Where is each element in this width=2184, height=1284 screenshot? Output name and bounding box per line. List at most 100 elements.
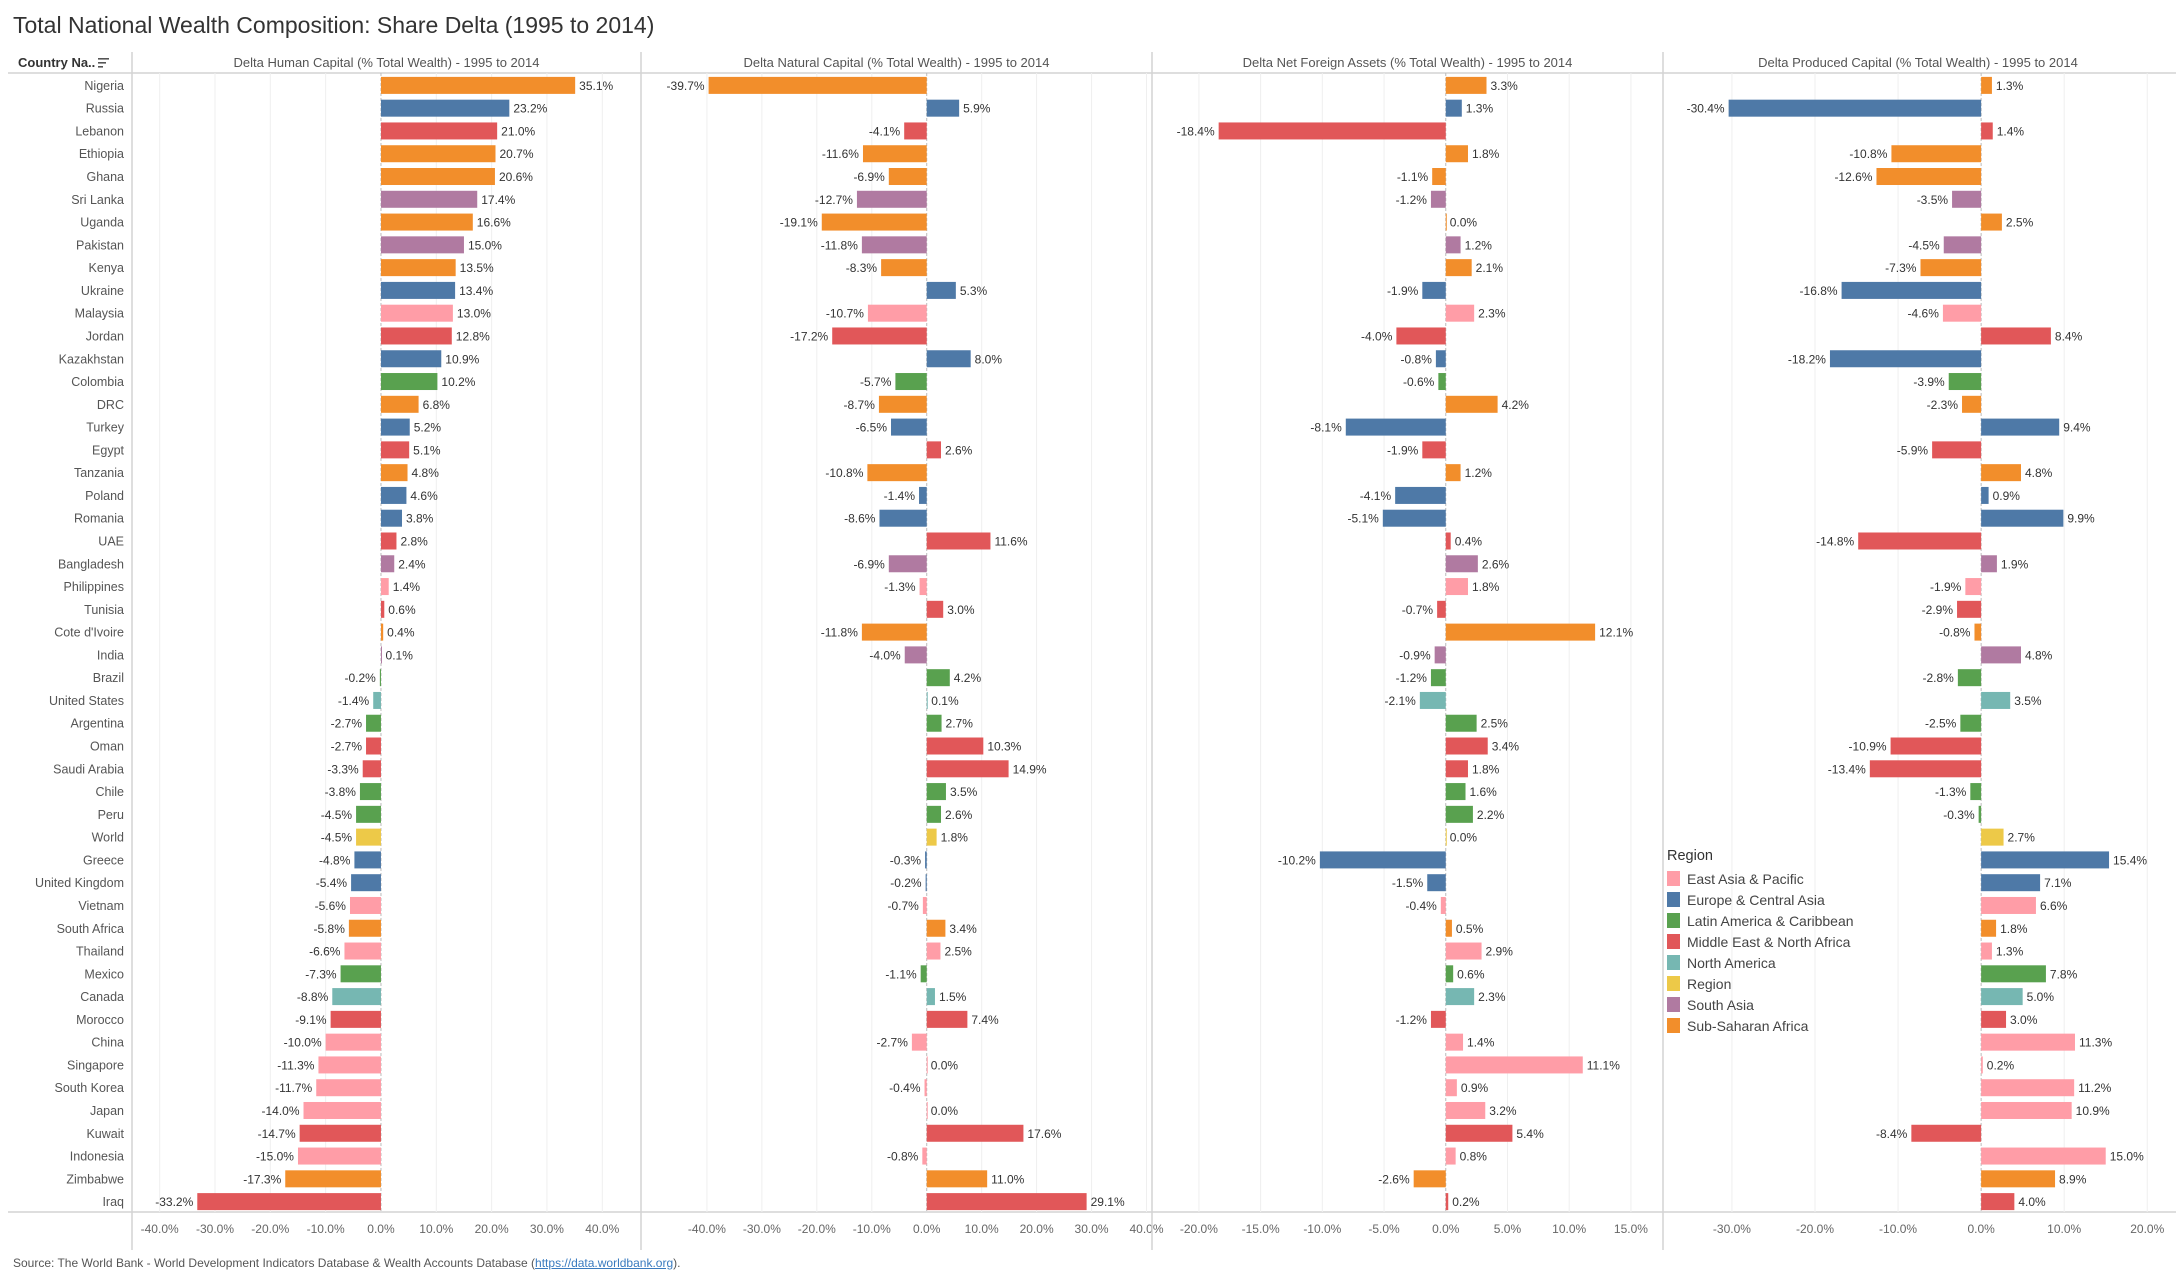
bar xyxy=(380,236,464,254)
data-label: 8.0% xyxy=(975,352,1003,366)
bar xyxy=(1981,919,1997,937)
bar xyxy=(1952,190,1982,208)
legend-title: Region xyxy=(1667,848,1713,864)
data-label: 4.2% xyxy=(954,671,982,685)
bar xyxy=(1981,1010,2007,1028)
bar xyxy=(1445,145,1468,163)
bar xyxy=(1445,988,1475,1006)
data-label: 4.2% xyxy=(1502,398,1530,412)
panel-header: Delta Natural Capital (% Total Wealth) -… xyxy=(744,55,1050,70)
bar xyxy=(379,669,381,687)
country-label: Morocco xyxy=(76,1013,124,1027)
data-label: -10.2% xyxy=(1278,853,1316,867)
bar xyxy=(380,509,402,527)
bar xyxy=(926,1124,1024,1142)
bar xyxy=(380,190,478,208)
bar xyxy=(1981,942,1992,960)
bar xyxy=(1981,122,1993,140)
country-label: Lebanon xyxy=(75,124,124,138)
data-label: 10.3% xyxy=(987,740,1021,754)
legend-label: East Asia & Pacific xyxy=(1687,870,1804,887)
data-label: 15.0% xyxy=(2110,1150,2144,1164)
data-label: 1.2% xyxy=(1465,238,1493,252)
bar xyxy=(919,578,927,596)
legend-item[interactable]: Europe & Central Asia xyxy=(1667,889,1854,910)
bar xyxy=(299,1124,381,1142)
bar xyxy=(904,646,927,664)
bar xyxy=(856,190,927,208)
country-label: Japan xyxy=(90,1104,124,1118)
data-label: -0.4% xyxy=(1405,899,1437,913)
data-label: 7.8% xyxy=(2050,967,2078,981)
bar xyxy=(380,327,452,345)
data-label: -0.3% xyxy=(890,853,922,867)
bar xyxy=(888,555,927,573)
bar xyxy=(926,714,942,732)
bar xyxy=(926,281,956,299)
legend-item[interactable]: North America xyxy=(1667,952,1854,973)
bar xyxy=(1445,828,1447,846)
data-label: -1.2% xyxy=(1396,1013,1428,1027)
country-label: DRC xyxy=(97,398,124,412)
panel-1: Delta Human Capital (% Total Wealth) - 1… xyxy=(131,52,620,1250)
data-label: -1.9% xyxy=(1930,580,1962,594)
data-label: 9.9% xyxy=(2067,512,2095,526)
data-label: 3.0% xyxy=(2010,1013,2038,1027)
bar xyxy=(1345,418,1446,436)
source-link[interactable]: https://data.worldbank.org xyxy=(535,1256,674,1270)
bar xyxy=(1960,714,1982,732)
bar xyxy=(1981,1193,2015,1211)
data-label: 1.3% xyxy=(1996,945,2024,959)
bar xyxy=(926,1170,988,1188)
legend-item[interactable]: East Asia & Pacific xyxy=(1667,868,1854,889)
legend-item[interactable]: South Asia xyxy=(1667,994,1854,1015)
legend-item[interactable]: Latin America & Caribbean xyxy=(1667,910,1854,931)
data-label: -0.8% xyxy=(1401,352,1433,366)
legend-item[interactable]: Region xyxy=(1667,973,1854,994)
bar xyxy=(926,1101,928,1119)
bar xyxy=(1981,851,2110,869)
data-label: -11.8% xyxy=(821,238,858,252)
bar xyxy=(1981,486,1989,504)
data-label: 0.1% xyxy=(386,648,414,662)
data-label: 4.0% xyxy=(2018,1195,2046,1209)
bar xyxy=(354,851,381,869)
data-label: -4.5% xyxy=(321,808,353,822)
country-label: Cote d'Ivoire xyxy=(54,626,124,640)
data-label: -0.8% xyxy=(887,1150,919,1164)
region-legend[interactable]: Region East Asia & Pacific Europe & Centr… xyxy=(1667,848,1854,1036)
bar xyxy=(1981,896,2036,914)
data-label: 16.6% xyxy=(477,216,511,230)
data-label: -10.0% xyxy=(284,1036,322,1050)
bar xyxy=(861,623,927,641)
legend-swatch xyxy=(1667,892,1680,907)
source-suffix: ). xyxy=(673,1256,681,1270)
data-label: 5.4% xyxy=(1516,1127,1544,1141)
legend-swatch xyxy=(1667,976,1680,991)
data-label: 0.6% xyxy=(1457,967,1485,981)
legend-item[interactable]: Sub-Saharan Africa xyxy=(1667,1015,1854,1036)
tick-label: -10.0% xyxy=(1879,1222,1917,1236)
bar xyxy=(1891,145,1982,163)
bar xyxy=(1413,1170,1446,1188)
bar xyxy=(926,669,950,687)
data-label: -3.3% xyxy=(327,762,359,776)
country-label: Argentina xyxy=(70,717,124,731)
bar xyxy=(197,1193,381,1211)
legend-item[interactable]: Middle East & North Africa xyxy=(1667,931,1854,952)
tick-label: -30.0% xyxy=(1713,1222,1751,1236)
bar xyxy=(926,942,941,960)
data-label: 3.5% xyxy=(950,785,978,799)
data-label: 1.5% xyxy=(939,990,967,1004)
data-label: -10.9% xyxy=(1849,740,1887,754)
data-label: -19.1% xyxy=(780,216,818,230)
bar xyxy=(821,213,927,231)
tick-label: 0.0% xyxy=(913,1222,941,1236)
data-label: 11.0% xyxy=(991,1172,1024,1186)
tick-label: 10.0% xyxy=(2047,1222,2081,1236)
bar xyxy=(1981,555,1997,573)
panel-3: Delta Net Foreign Assets (% Total Wealth… xyxy=(1151,52,1648,1250)
data-label: -1.9% xyxy=(1387,443,1419,457)
data-label: 4.8% xyxy=(2025,466,2053,480)
data-label: -2.3% xyxy=(1927,398,1959,412)
